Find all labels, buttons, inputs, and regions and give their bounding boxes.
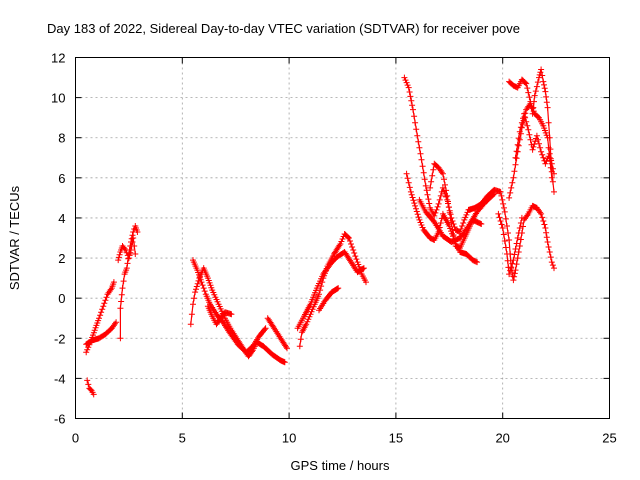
axis-ticks: 0 5 10 15 20 25 -6 -4 -2 0 2 4 6 8 10 12 — [51, 51, 617, 446]
y-tick-label: -6 — [54, 412, 66, 427]
plus-markers — [416, 190, 498, 245]
y-tick-label: 0 — [58, 291, 65, 306]
plus-markers — [495, 210, 525, 278]
x-tick-label: 10 — [282, 431, 296, 446]
chart-title: Day 183 of 2022, Sidereal Day-to-day VTE… — [47, 21, 520, 36]
x-tick-label: 25 — [602, 431, 616, 446]
plus-markers — [512, 110, 557, 177]
plus-markers — [401, 74, 557, 284]
y-tick-label: 8 — [58, 131, 65, 146]
plus-markers — [316, 285, 342, 314]
series-track-3 — [84, 377, 97, 398]
y-tick-label: 2 — [58, 251, 65, 266]
series-track-11 — [294, 249, 367, 332]
y-axis-label: SDTVAR / TECUs — [7, 185, 22, 290]
y-tick-label: 6 — [58, 171, 65, 186]
x-tick-label: 15 — [389, 431, 403, 446]
plus-markers — [506, 100, 555, 201]
plus-markers — [264, 315, 290, 352]
plus-markers — [403, 170, 481, 266]
plus-markers — [190, 257, 269, 356]
plus-markers — [115, 235, 139, 264]
y-tick-label: 10 — [51, 91, 65, 106]
y-tick-label: -4 — [54, 371, 66, 386]
y-tick-label: 4 — [58, 211, 65, 226]
series-track-8 — [204, 303, 235, 328]
plus-markers — [204, 303, 235, 328]
y-tick-label: 12 — [51, 51, 65, 66]
series-track-19 — [416, 190, 498, 245]
plus-markers — [83, 319, 120, 348]
plus-markers — [84, 377, 97, 398]
data-series — [83, 66, 557, 398]
series-track-2 — [83, 319, 120, 348]
series-trace — [190, 267, 286, 363]
series-track-12 — [316, 285, 342, 314]
series-track-17 — [506, 100, 555, 201]
series-trace — [508, 103, 553, 199]
series-track-9 — [264, 315, 290, 352]
x-tick-label: 5 — [179, 431, 186, 446]
x-axis-label: GPS time / hours — [291, 458, 390, 473]
series-trace — [119, 225, 138, 339]
y-tick-label: -2 — [54, 331, 66, 346]
series-track-5 — [115, 235, 139, 264]
plot-frame — [75, 57, 610, 419]
x-tick-label: 0 — [72, 431, 79, 446]
series-track-14 — [403, 170, 481, 266]
series-track-4 — [117, 223, 141, 342]
series-track-20 — [495, 210, 525, 278]
series-track-7 — [190, 257, 269, 356]
x-tick-label: 20 — [495, 431, 509, 446]
series-track-18 — [512, 110, 557, 177]
plus-markers — [294, 249, 367, 332]
